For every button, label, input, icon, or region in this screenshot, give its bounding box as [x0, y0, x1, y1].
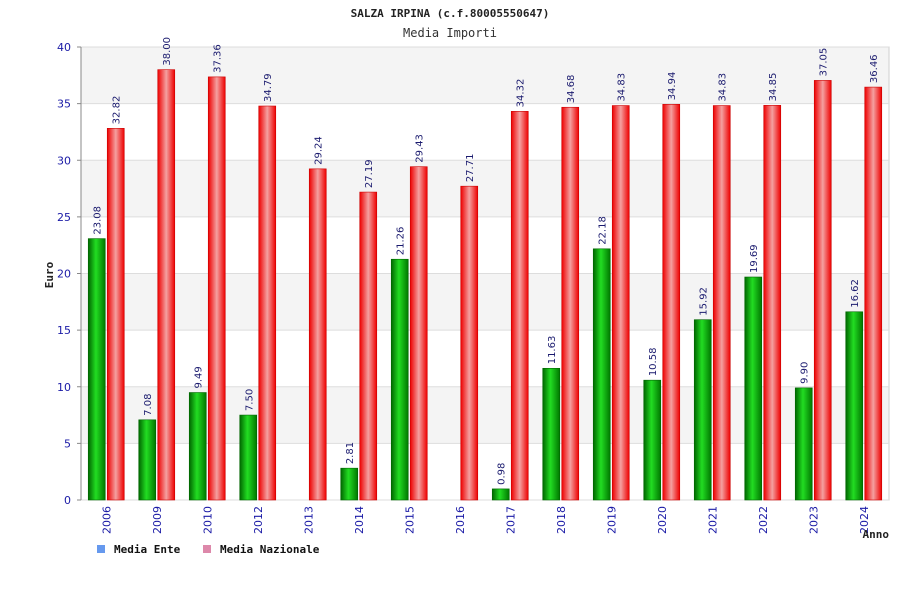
bar-media-ente-2020 — [643, 379, 662, 501]
data-label-media-nazionale-2014: 27.19 — [364, 159, 375, 188]
legend-swatch-media-ente — [97, 545, 105, 553]
data-label-media-nazionale-2015: 29.43 — [415, 134, 426, 163]
x-axis: 2006 2009 2010 2012 2013 2014 2015 2016 2017 2018… — [100, 506, 871, 534]
data-label-media-nazionale-2023: 37.05 — [819, 48, 830, 77]
bar-media-ente-2015 — [390, 258, 409, 501]
bar-media-ente-2006 — [87, 238, 106, 501]
x-tick-label: 2021 — [706, 506, 719, 534]
data-label-media-nazionale-2021: 34.83 — [718, 73, 729, 102]
data-label-media-nazionale-2022: 34.85 — [768, 73, 779, 102]
x-tick-label: 2019 — [605, 506, 618, 534]
bar-media-nazionale-2021 — [712, 105, 731, 501]
x-tick-label: 2017 — [504, 506, 517, 534]
legend-swatch-media-nazionale — [203, 545, 211, 553]
bar-media-nazionale-2024 — [864, 86, 883, 501]
bar-media-ente-2014 — [340, 467, 359, 501]
x-tick-label: 2014 — [353, 506, 366, 534]
y-tick-label: 20 — [57, 268, 71, 281]
data-label-media-ente-2009: 7.08 — [143, 394, 154, 416]
data-label-media-nazionale-2017: 34.32 — [516, 79, 527, 108]
data-label-media-nazionale-2020: 34.94 — [667, 72, 678, 101]
bar-media-ente-2017 — [491, 488, 510, 501]
data-label-media-nazionale-2024: 36.46 — [869, 54, 880, 83]
bar-media-ente-2023 — [794, 387, 813, 501]
bar-media-nazionale-2020 — [662, 104, 681, 501]
data-label-media-ente-2018: 11.63 — [547, 336, 558, 365]
x-tick-label: 2009 — [151, 506, 164, 534]
x-tick-label: 2006 — [100, 506, 113, 534]
data-label-media-nazionale-2009: 38.00 — [162, 37, 173, 66]
chart-subtitle: Media Importi — [403, 26, 497, 40]
data-label-media-ente-2022: 19.69 — [749, 244, 760, 273]
x-tick-label: 2010 — [201, 506, 214, 534]
y-axis: 0 5 10 15 20 25 30 35 40 — [57, 41, 82, 507]
bar-media-nazionale-2019 — [611, 105, 630, 501]
data-label-media-ente-2010: 9.49 — [194, 366, 205, 388]
data-label-media-nazionale-2010: 37.36 — [213, 44, 224, 73]
bar-media-nazionale-2016 — [460, 185, 479, 501]
bar-media-nazionale-2023 — [813, 80, 832, 501]
y-tick-label: 40 — [57, 41, 71, 54]
data-label-media-ente-2021: 15.92 — [699, 287, 710, 316]
data-label-media-nazionale-2016: 27.71 — [465, 154, 476, 183]
bar-media-nazionale-2017 — [510, 111, 529, 501]
data-label-media-nazionale-2006: 32.82 — [112, 96, 123, 125]
data-label-media-nazionale-2018: 34.68 — [566, 75, 577, 104]
x-tick-label: 2024 — [858, 506, 871, 534]
y-tick-label: 30 — [57, 154, 71, 167]
bar-media-nazionale-2012 — [258, 105, 277, 501]
data-label-media-ente-2014: 2.81 — [345, 442, 356, 464]
x-tick-label: 2013 — [302, 506, 315, 534]
data-label-media-ente-2015: 21.26 — [396, 227, 407, 256]
bar-media-nazionale-2009 — [157, 69, 176, 501]
bar-media-nazionale-2006 — [106, 128, 125, 501]
y-tick-label: 35 — [57, 98, 71, 111]
data-label-media-nazionale-2013: 29.24 — [314, 136, 325, 165]
y-tick-label: 0 — [64, 494, 71, 507]
x-tick-label: 2022 — [757, 506, 770, 534]
x-tick-label: 2023 — [807, 506, 820, 534]
y-axis-label: Euro — [43, 261, 56, 288]
data-label-media-ente-2023: 9.90 — [800, 362, 811, 384]
bar-media-nazionale-2014 — [359, 191, 378, 501]
bar-media-nazionale-2022 — [763, 105, 782, 501]
x-tick-label: 2020 — [656, 506, 669, 534]
chart-title: SALZA IRPINA (c.f.80005550647) — [351, 7, 550, 20]
y-tick-label: 10 — [57, 381, 71, 394]
legend: Media Ente Media Nazionale — [97, 543, 320, 556]
bar-media-nazionale-2015 — [409, 166, 428, 501]
y-tick-label: 15 — [57, 324, 71, 337]
data-label-media-ente-2024: 16.62 — [850, 279, 861, 308]
x-tick-label: 2016 — [454, 506, 467, 534]
x-tick-label: 2012 — [252, 506, 265, 534]
bar-media-ente-2009 — [138, 419, 157, 501]
data-label-media-nazionale-2012: 34.79 — [263, 73, 274, 102]
y-tick-label: 5 — [64, 437, 71, 450]
data-labels: 23.08 32.82 7.08 38.00 9.49 37.36 7.50 34.79 29.… — [93, 37, 881, 485]
data-label-media-nazionale-2019: 34.83 — [617, 73, 628, 102]
legend-label-media-ente: Media Ente — [114, 543, 181, 556]
bar-media-ente-2021 — [693, 319, 712, 501]
bar-media-ente-2012 — [239, 414, 258, 501]
x-axis-label: Anno — [863, 528, 890, 541]
legend-label-media-nazionale: Media Nazionale — [220, 543, 320, 556]
data-label-media-ente-2019: 22.18 — [598, 216, 609, 245]
x-tick-label: 2018 — [555, 506, 568, 534]
bar-media-ente-2024 — [845, 311, 864, 501]
bar-media-nazionale-2010 — [207, 76, 226, 501]
bar-media-ente-2010 — [188, 392, 207, 501]
data-label-media-ente-2006: 23.08 — [93, 206, 104, 235]
x-tick-label: 2015 — [403, 506, 416, 534]
bar-media-ente-2018 — [542, 367, 561, 501]
y-tick-label: 25 — [57, 211, 71, 224]
data-label-media-ente-2012: 7.50 — [244, 389, 255, 411]
bar-media-ente-2022 — [744, 276, 763, 501]
bar-media-nazionale-2013 — [308, 168, 327, 501]
data-label-media-ente-2017: 0.98 — [497, 463, 508, 485]
data-label-media-ente-2020: 10.58 — [648, 348, 659, 377]
bar-media-ente-2019 — [592, 248, 611, 501]
bars — [87, 69, 883, 501]
bar-media-nazionale-2018 — [561, 106, 580, 501]
